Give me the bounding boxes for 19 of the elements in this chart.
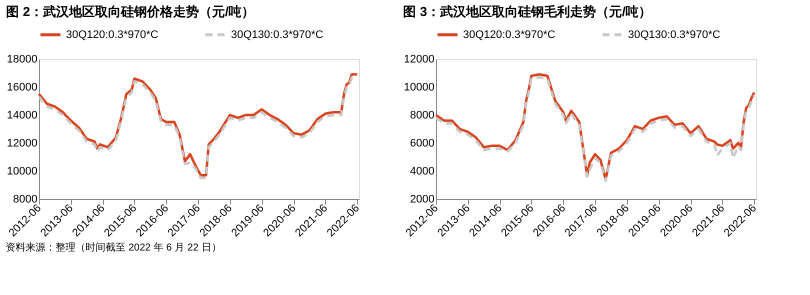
- legend-label: 30Q120:0.3*970*C: [66, 28, 158, 41]
- chart-title: 图 3：武汉地区取向硅钢毛利走势（元/吨）: [403, 4, 652, 19]
- y-tick-label: 10000: [6, 166, 38, 178]
- y-tick-label: 12000: [6, 138, 38, 150]
- y-tick-label: 10000: [404, 82, 434, 94]
- y-tick-label: 12000: [404, 54, 434, 66]
- y-tick-label: 16000: [6, 82, 38, 94]
- y-tick-label: 6000: [410, 138, 434, 150]
- text: 资料来源：整理（时间截至 2022 年 6 月 22 日）: [6, 242, 222, 254]
- y-tick-label: 4000: [410, 166, 434, 178]
- chart-title: 图 2：武汉地区取向硅钢价格走势（元/吨）: [6, 4, 255, 19]
- y-tick-label: 8000: [410, 110, 434, 122]
- y-tick-label: 14000: [6, 110, 38, 122]
- legend-label: 30Q120:0.3*970*C: [463, 28, 556, 41]
- y-tick-label: 18000: [6, 54, 38, 66]
- y-tick-label: 2000: [410, 194, 434, 206]
- legend-label: 30Q130:0.3*970*C: [628, 28, 720, 41]
- y-tick-label: 8000: [13, 194, 38, 206]
- legend-label: 30Q130:0.3*970*C: [231, 28, 324, 41]
